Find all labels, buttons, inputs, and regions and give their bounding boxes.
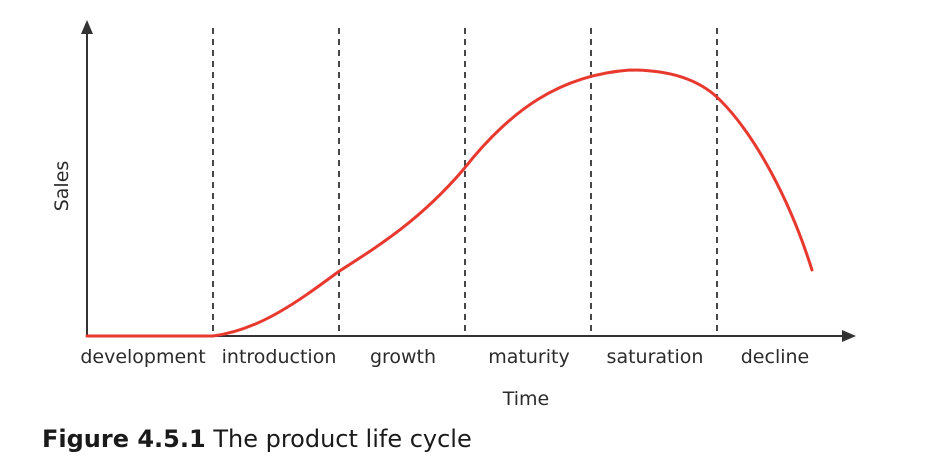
stage-dividers [212,28,718,336]
stage-labels: development introduction growth maturity sat… [80,346,809,368]
y-axis-arrowhead [81,20,93,34]
stage-label-development: development [80,346,205,368]
sales-curve [85,68,814,338]
stage-label-maturity: maturity [488,346,569,368]
figure-number: Figure 4.5.1 [42,425,206,453]
stage-label-decline: decline [741,346,810,368]
x-axis-arrowhead [842,330,856,342]
stage-label-saturation: saturation [607,346,704,368]
stage-label-introduction: introduction [222,346,337,368]
stage-label-growth: growth [370,346,436,368]
figure-caption: Figure 4.5.1 The product life cycle [42,425,472,453]
y-axis-label: Sales [51,161,73,212]
figure-title: The product life cycle [213,425,472,453]
x-axis-label: Time [502,388,550,410]
